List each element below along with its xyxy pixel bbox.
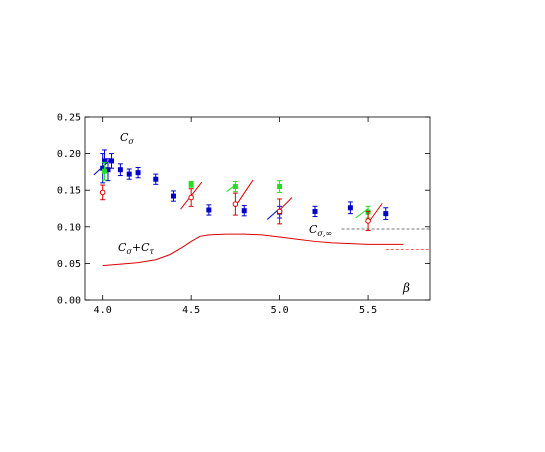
data-point (277, 184, 283, 190)
x-axis-label: β (402, 281, 410, 295)
data-point (188, 181, 194, 187)
axis-ticks: 4.0 4.5 5.0 5.5 0.00 0.05 0.10 0.15 0.20 0.25 (57, 113, 430, 316)
curves-layer (102, 228, 430, 267)
data-point (188, 194, 194, 201)
x-tick-label: 5.5 (359, 305, 377, 316)
data-point (312, 208, 318, 214)
data-point (232, 201, 239, 207)
csum-curve (102, 233, 404, 267)
data-point (100, 165, 106, 171)
data-point (170, 193, 176, 199)
data-point (241, 208, 247, 214)
y-tick-label: 0.15 (57, 186, 81, 197)
data-point (206, 207, 212, 213)
x-tick-label: 4.0 (94, 305, 112, 316)
data-point (383, 211, 389, 217)
data-point (117, 167, 123, 173)
y-tick-label: 0.05 (57, 259, 81, 270)
x-tick-label: 4.5 (182, 305, 200, 316)
slope-line (279, 197, 293, 211)
y-tick-label: 0.00 (57, 296, 81, 307)
slope-lines-layer (93, 158, 383, 224)
slope-line (234, 179, 254, 207)
y-tick-label: 0.20 (57, 149, 81, 160)
data-point (365, 218, 371, 224)
y-tick-label: 0.10 (57, 222, 81, 233)
data-point (232, 184, 238, 190)
data-point (101, 158, 107, 164)
x-tick-label: 5.0 (271, 305, 289, 316)
c-sigma-label: Cσ (120, 131, 134, 146)
data-point (99, 189, 106, 196)
data-point (126, 171, 132, 177)
c-inf-label: Cσ,∞ (309, 223, 332, 238)
data-point (347, 205, 353, 211)
data-point (105, 167, 111, 173)
data-point (153, 176, 159, 182)
data-points-layer (99, 149, 389, 231)
data-point (135, 170, 141, 176)
plot-frame (84, 116, 431, 301)
y-tick-label: 0.25 (57, 113, 81, 124)
data-point (109, 158, 115, 164)
data-point (101, 168, 107, 174)
c-sum-label: Cσ+Cτ (118, 241, 155, 256)
data-point (276, 208, 283, 215)
